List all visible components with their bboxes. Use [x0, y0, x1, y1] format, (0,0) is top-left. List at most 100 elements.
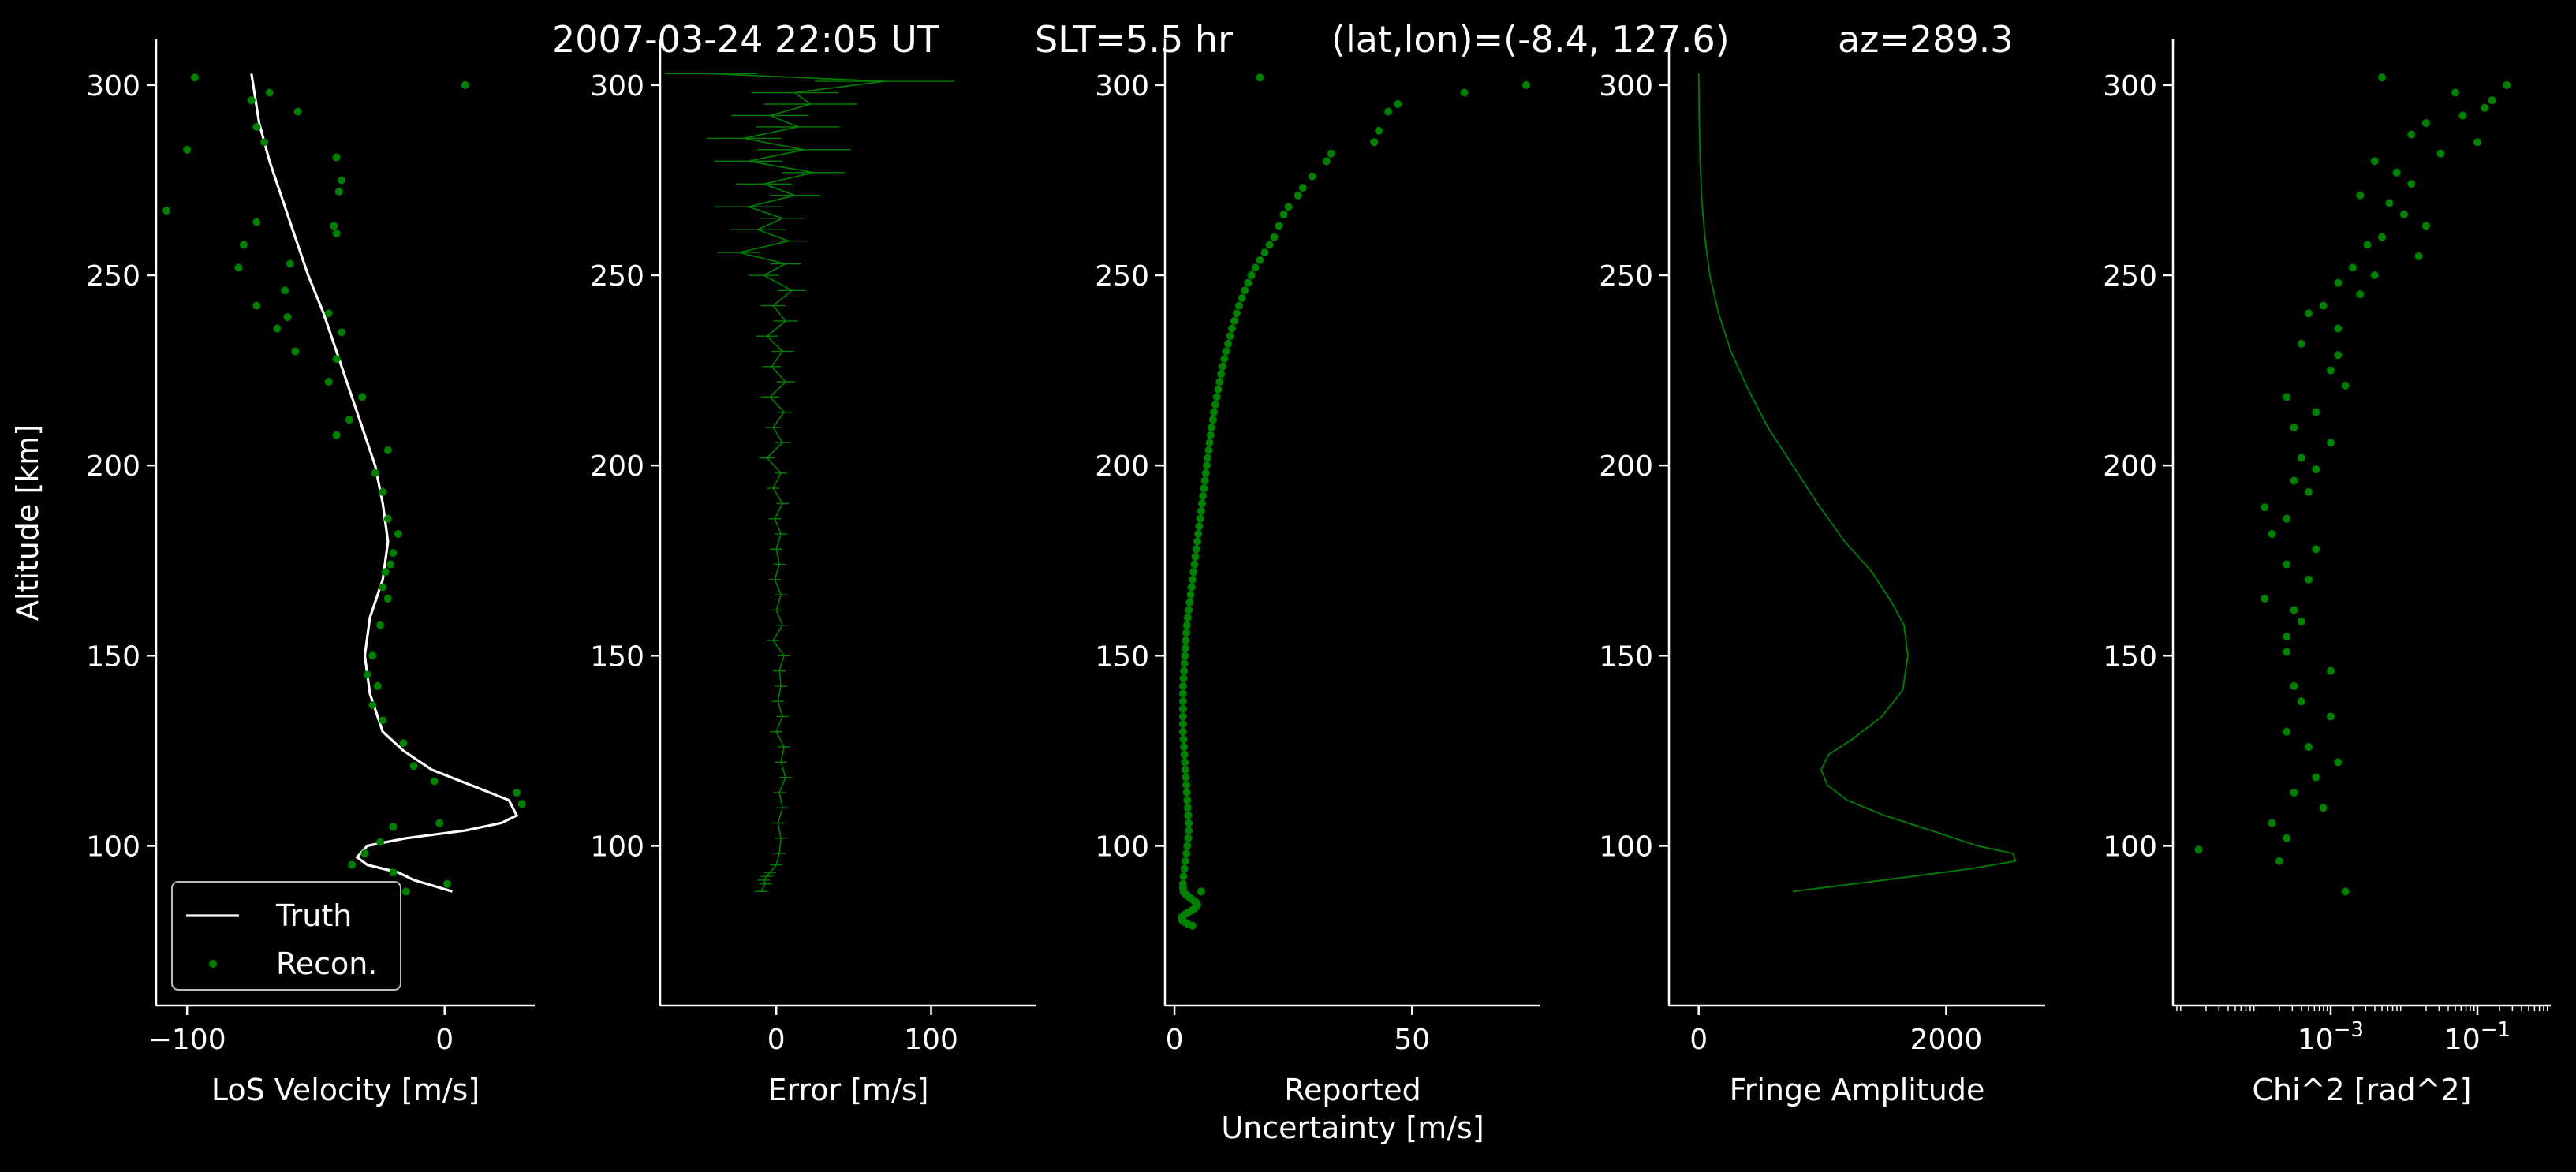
- data-point: [430, 777, 439, 786]
- data-point: [2305, 487, 2313, 496]
- data-point: [1188, 575, 1197, 584]
- data-point: [1178, 720, 1187, 729]
- data-point: [2341, 381, 2350, 390]
- panel-1: 100 150 200 250 300 −100 0 LoS Velocity [m/s] Al…: [10, 39, 535, 1107]
- data-point: [291, 347, 300, 356]
- data-point: [1178, 689, 1187, 698]
- header-latlon: (lat,lon)=(-8.4, 127.6): [1331, 18, 1730, 61]
- x-tick-label: 0: [767, 1024, 786, 1056]
- data-point: [1200, 484, 1208, 493]
- data-point: [286, 259, 294, 268]
- data-point: [1375, 126, 1383, 135]
- data-point: [1208, 416, 1217, 424]
- data-point: [2283, 633, 2291, 641]
- data-point: [2268, 819, 2276, 827]
- data-point: [1234, 301, 1243, 310]
- data-point: [273, 324, 282, 333]
- x-tick-label: 2000: [1910, 1024, 1983, 1056]
- data-point: [360, 849, 369, 858]
- data-point: [1182, 849, 1191, 858]
- data-point: [2392, 168, 2401, 177]
- panel-4: 100 150 200 250 300 0 2000 Fringe Amplitude: [1599, 39, 2045, 1107]
- data-point: [399, 739, 408, 748]
- data-point: [2334, 351, 2343, 360]
- data-point: [1180, 743, 1189, 752]
- x-axis-label: LoS Velocity [m/s]: [211, 1073, 480, 1107]
- data-point: [330, 222, 338, 230]
- x-tick-label: −100: [148, 1024, 226, 1056]
- data-point: [2436, 149, 2445, 158]
- data-point: [358, 393, 367, 401]
- data-point: [1184, 834, 1193, 842]
- data-point: [2503, 80, 2511, 89]
- data-point: [1181, 651, 1189, 660]
- data-point: [2261, 503, 2269, 512]
- y-tick-label: 150: [1095, 640, 1149, 673]
- data-point: [2283, 514, 2291, 523]
- data-point: [517, 800, 526, 808]
- data-point: [1190, 560, 1199, 569]
- data-point: [383, 446, 392, 454]
- x-axis-label: Fringe Amplitude: [1730, 1073, 1985, 1107]
- data-point: [1212, 393, 1221, 401]
- data-point: [1180, 864, 1189, 873]
- data-point: [1203, 461, 1211, 470]
- header-date-time: 2007-03-24 22:05 UT: [552, 18, 940, 61]
- data-point: [1195, 522, 1204, 531]
- data-point: [1196, 514, 1204, 523]
- data-point: [1275, 222, 1283, 230]
- data-point: [293, 107, 302, 116]
- data-point: [2312, 545, 2320, 554]
- data-point: [2458, 111, 2467, 120]
- data-point: [2297, 339, 2305, 348]
- data-point: [1279, 210, 1288, 218]
- data-point: [1247, 271, 1256, 280]
- data-point: [1521, 80, 1530, 89]
- error-series-line: [711, 73, 885, 892]
- data-point: [1181, 857, 1189, 865]
- data-point: [1179, 674, 1188, 683]
- y-axis-label: Altitude [km]: [10, 424, 45, 621]
- data-point: [1284, 203, 1293, 211]
- data-point: [363, 670, 371, 679]
- data-point: [2297, 697, 2305, 706]
- data-point: [2297, 453, 2305, 462]
- data-point: [2312, 408, 2320, 416]
- panels: 100 150 200 250 300 −100 0 LoS Velocity [m/s] Al…: [10, 39, 2551, 1145]
- legend: Truth Recon.: [171, 881, 401, 991]
- y-tick-label: 100: [590, 830, 644, 863]
- y-tick-label: 100: [2103, 830, 2157, 863]
- y-tick-label: 200: [86, 450, 140, 483]
- legend-recon-swatch: [209, 960, 217, 968]
- data-point: [2290, 788, 2298, 797]
- data-point: [1179, 872, 1188, 881]
- data-point: [1180, 659, 1189, 667]
- data-point: [2370, 157, 2379, 166]
- data-point: [389, 823, 398, 831]
- y-tick-label: 150: [590, 640, 644, 673]
- data-point: [1218, 362, 1226, 371]
- y-tick-label: 100: [86, 830, 140, 863]
- y-tick-label: 150: [86, 640, 140, 673]
- y-tick-label: 300: [1599, 70, 1653, 103]
- data-point: [1178, 712, 1187, 721]
- data-point: [2297, 617, 2305, 625]
- data-point: [1178, 727, 1187, 736]
- data-point: [260, 138, 269, 147]
- data-point: [1194, 529, 1203, 538]
- data-point: [1183, 796, 1192, 804]
- data-point: [1298, 184, 1307, 192]
- y-tick-label: 300: [590, 70, 644, 103]
- data-point: [1294, 191, 1302, 200]
- figure-header: 2007-03-24 22:05 UT SLT=5.5 hr (lat,lon)…: [552, 18, 2014, 61]
- data-point: [2268, 529, 2276, 538]
- data-point: [1265, 241, 1274, 249]
- data-point: [1178, 704, 1187, 713]
- data-point: [2283, 393, 2291, 401]
- data-point: [1180, 666, 1189, 675]
- data-point: [1227, 324, 1236, 333]
- y-tick-label: 200: [1095, 450, 1149, 483]
- y-tick-label: 150: [1599, 640, 1653, 673]
- data-point: [1185, 827, 1193, 835]
